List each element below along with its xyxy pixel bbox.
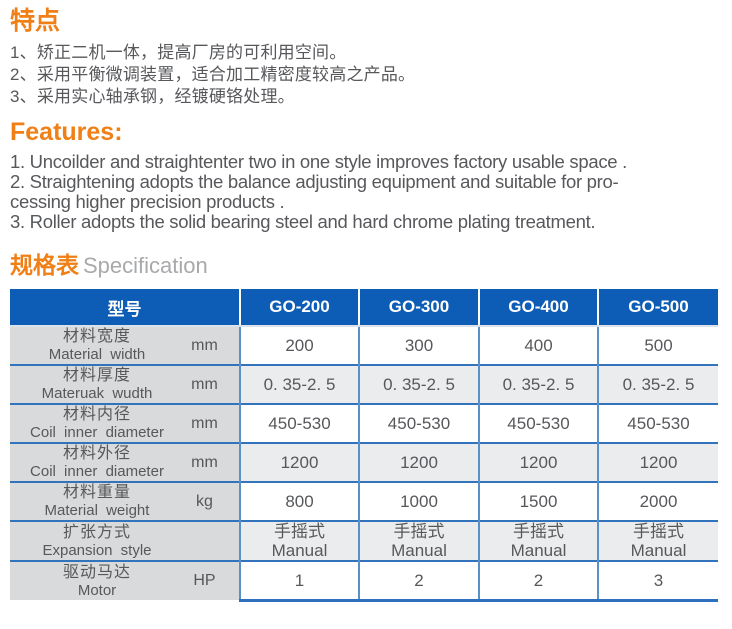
value-cell: 手摇式 Manual xyxy=(358,520,479,561)
row-unit-cell xyxy=(180,520,240,561)
row-label-cell: 扩张方式 Expansion style xyxy=(10,520,180,561)
value-cell: 450-530 xyxy=(358,403,479,443)
spec-heading: 规格表 Specification xyxy=(10,246,722,280)
table-row: 材料重量 Material weight kg 800 1000 1500 20… xyxy=(10,481,718,521)
row-label-cn: 材料内径 xyxy=(62,406,131,423)
spec-header-model: 型号 xyxy=(10,289,240,327)
value-cell: 1500 xyxy=(478,481,598,521)
row-unit-cell: mm xyxy=(180,403,240,443)
row-label-cell: 材料厚度 Materuak wudth xyxy=(10,364,180,404)
features-cn-item: 3、采用实心轴承钢，经镀硬铬处理。 xyxy=(10,87,295,106)
value-cell: 800 xyxy=(239,481,359,521)
row-label-cn: 材料厚度 xyxy=(62,367,131,384)
value-cell: 3 xyxy=(597,560,718,602)
value-cell: 1200 xyxy=(478,442,598,482)
value-cell: 400 xyxy=(478,326,598,365)
row-label-en: Materuak wudth xyxy=(41,385,153,402)
row-unit-cell: HP xyxy=(180,560,240,600)
value-cell: 0. 35-2. 5 xyxy=(239,364,359,404)
row-label-cell: 材料内径 Coil inner diameter xyxy=(10,403,180,443)
value-cell: 1200 xyxy=(239,442,359,482)
value-cell: 200 xyxy=(239,326,359,365)
spec-table: 型号 GO-200 GO-300 GO-400 GO-500 材料宽度 Mate… xyxy=(10,289,718,602)
row-label-cell: 材料外径 Coil inner diameter xyxy=(10,442,180,482)
row-label-en: Material width xyxy=(48,346,146,363)
value-cell: 300 xyxy=(358,326,479,365)
spec-header-col: GO-400 xyxy=(478,289,598,327)
value-cell: 0. 35-2. 5 xyxy=(358,364,479,404)
document-page: 特点 1、矫正二机一体，提高厂房的可利用空间。 2、采用平衡微调装置，适合加工精… xyxy=(10,7,722,602)
value-cell: 2 xyxy=(358,560,479,602)
spec-header-col: GO-500 xyxy=(597,289,718,327)
spec-title-en: Specification xyxy=(83,253,208,278)
row-label-cn: 扩张方式 xyxy=(62,523,131,541)
spec-title-cn: 规格表 xyxy=(10,252,79,278)
row-unit-cell: mm xyxy=(180,442,240,482)
row-label-cell: 材料宽度 Material width xyxy=(10,326,180,365)
features-cn-title: 特点 xyxy=(10,7,61,35)
row-unit-cell: mm xyxy=(180,326,240,365)
row-unit-cell: kg xyxy=(180,481,240,521)
table-row: 材料外径 Coil inner diameter mm 1200 1200 12… xyxy=(10,442,718,482)
row-unit-cell: mm xyxy=(180,364,240,404)
features-en-title: Features: xyxy=(10,118,123,146)
features-en-item: 3. Roller adopts the solid bearing steel… xyxy=(10,211,596,232)
value-cell: 0. 35-2. 5 xyxy=(597,364,718,404)
value-cell: 1000 xyxy=(358,481,479,521)
features-en-list: 1. Uncoilder and straightenter two in on… xyxy=(10,152,652,232)
value-cell: 450-530 xyxy=(478,403,598,443)
features-en-item: 1. Uncoilder and straightenter two in on… xyxy=(10,151,627,172)
spec-header-col: GO-300 xyxy=(358,289,479,327)
row-label-cell: 材料重量 Material weight xyxy=(10,481,180,521)
table-row: 材料厚度 Materuak wudth mm 0. 35-2. 5 0. 35-… xyxy=(10,364,718,404)
row-label-cn: 材料外径 xyxy=(62,445,131,462)
value-cell: 手摇式 Manual xyxy=(478,520,598,561)
spec-header-row: 型号 GO-200 GO-300 GO-400 GO-500 xyxy=(10,289,718,327)
row-label-en: Coil inner diameter xyxy=(30,424,164,441)
row-label-cell: 驱动马达 Motor xyxy=(10,560,180,600)
row-label-cn: 材料重量 xyxy=(62,484,131,501)
value-cell: 手摇式 Manual xyxy=(239,520,359,561)
table-row: 扩张方式 Expansion style 手摇式 Manual 手摇式 Manu… xyxy=(10,520,718,561)
table-row: 材料宽度 Material width mm 200 300 400 500 xyxy=(10,326,718,365)
table-row: 材料内径 Coil inner diameter mm 450-530 450-… xyxy=(10,403,718,443)
features-cn-item: 2、采用平衡微调装置，适合加工精密度较高之产品。 xyxy=(10,65,416,84)
value-cell: 0. 35-2. 5 xyxy=(478,364,598,404)
table-row: 驱动马达 Motor HP 1 2 2 3 xyxy=(10,560,718,602)
value-cell: 2000 xyxy=(597,481,718,521)
row-label-en: Motor xyxy=(77,581,117,599)
row-label-en: Coil inner diameter xyxy=(30,463,164,480)
row-label-en: Material weight xyxy=(44,502,150,519)
features-cn-item: 1、矫正二机一体，提高厂房的可利用空间。 xyxy=(10,43,347,62)
features-cn-list: 1、矫正二机一体，提高厂房的可利用空间。 2、采用平衡微调装置，适合加工精密度较… xyxy=(10,42,722,108)
value-cell: 500 xyxy=(597,326,718,365)
value-cell: 450-530 xyxy=(597,403,718,443)
features-en-item: 2. Straightening adopts the balance adju… xyxy=(10,171,619,212)
value-cell: 1200 xyxy=(597,442,718,482)
row-label-en: Expansion style xyxy=(42,541,152,559)
value-cell: 450-530 xyxy=(239,403,359,443)
row-label-cn: 材料宽度 xyxy=(62,328,131,345)
value-cell: 手摇式 Manual xyxy=(597,520,718,561)
value-cell: 1 xyxy=(239,560,359,602)
spec-header-col: GO-200 xyxy=(239,289,359,327)
row-label-cn: 驱动马达 xyxy=(62,563,131,581)
value-cell: 2 xyxy=(478,560,598,602)
value-cell: 1200 xyxy=(358,442,479,482)
